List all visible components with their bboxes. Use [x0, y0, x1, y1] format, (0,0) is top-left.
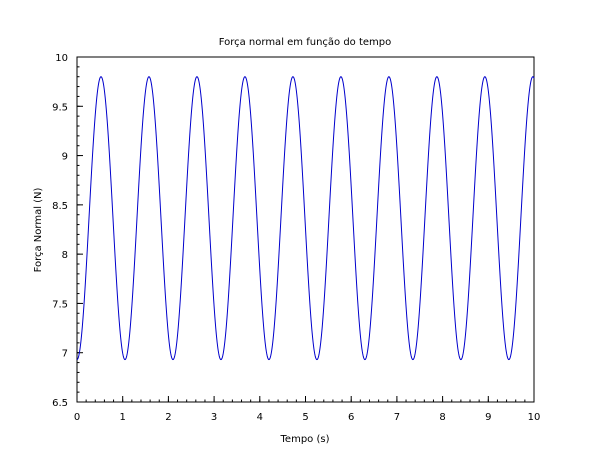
y-tick-label: 6.5 — [52, 398, 68, 409]
x-tick-label: 8 — [439, 412, 445, 423]
x-tick-label: 10 — [528, 412, 541, 423]
y-tick-label: 9 — [62, 152, 68, 163]
y-tick-label: 9.5 — [52, 102, 68, 113]
y-tick-label: 8 — [62, 250, 68, 261]
x-axis-label: Tempo (s) — [280, 434, 330, 445]
y-axis-label: Força Normal (N) — [33, 187, 44, 272]
series-line — [76, 76, 535, 361]
x-tick-label: 9 — [485, 412, 491, 423]
y-tick-label: 7 — [62, 349, 68, 360]
x-tick-label: 6 — [348, 412, 354, 423]
x-tick-label: 5 — [302, 412, 308, 423]
x-tick-label: 4 — [257, 412, 263, 423]
y-tick-label: 8.5 — [52, 201, 68, 212]
x-tick-label: 1 — [120, 412, 126, 423]
x-tick-label: 2 — [165, 412, 171, 423]
x-axis-ticks: 0 1 2 3 4 5 6 7 8 9 10 — [74, 396, 541, 423]
chart-title: Força normal em função do tempo — [219, 37, 392, 48]
y-tick-label: 7.5 — [52, 299, 68, 310]
y-axis-ticks: 6.5 7 7.5 8 8.5 9 9.5 10 — [52, 53, 83, 409]
x-tick-label: 7 — [394, 412, 400, 423]
x-tick-label: 0 — [74, 412, 80, 423]
x-tick-label: 3 — [211, 412, 217, 423]
y-tick-label: 10 — [55, 53, 68, 64]
